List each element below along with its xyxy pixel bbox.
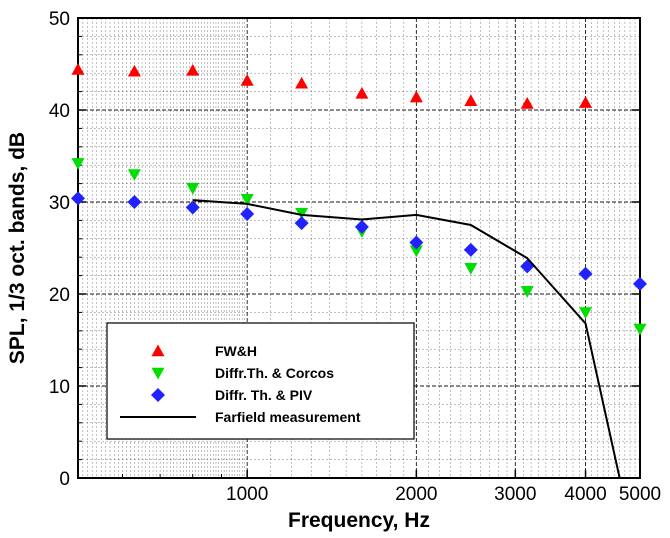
legend-box <box>106 322 415 440</box>
point-diffr-th-corcos <box>633 323 647 336</box>
point-fw-h <box>127 64 141 77</box>
point-diffr-th-corcos <box>186 183 200 195</box>
point-diffr-th-piv <box>578 266 593 281</box>
point-diffr-th-corcos <box>464 263 478 275</box>
point-fw-h <box>355 86 369 99</box>
series-diffr-th-corcos <box>71 158 647 336</box>
x-tick-label: 5000 <box>619 484 661 505</box>
y-tick-label: 20 <box>49 285 70 306</box>
y-tick-label: 0 <box>59 469 70 490</box>
point-diffr-th-piv <box>354 219 369 234</box>
plot-frame <box>77 17 641 479</box>
point-fw-h <box>71 63 85 75</box>
series-fw-h <box>71 63 593 109</box>
point-diffr-th-piv <box>185 200 200 215</box>
point-fw-h <box>579 96 593 108</box>
y-tick-label: 40 <box>49 101 70 122</box>
line-farfield-measurement <box>192 199 621 479</box>
x-tick-label: 2000 <box>395 484 437 505</box>
y-tick-label: 10 <box>49 377 70 398</box>
point-diffr-th-piv <box>240 206 255 221</box>
point-diffr-th-corcos <box>409 245 423 258</box>
y-tick-label: 30 <box>49 193 70 214</box>
legend-label-farfield-measurement: Farfield measurement <box>215 409 361 425</box>
legend: FW&H Diffr.Th. & Corcos Diffr. Th. & PIV Fa… <box>106 322 415 440</box>
series-farfield-measurement <box>192 199 621 479</box>
legend-label-diffr-th-corcos: Diffr.Th. & Corcos <box>215 365 334 381</box>
y-tick-label: 50 <box>49 9 70 30</box>
series <box>71 63 647 479</box>
point-fw-h <box>295 76 309 89</box>
point-fw-h <box>409 90 423 103</box>
x-tick-label: 3000 <box>494 484 536 505</box>
point-diffr-th-corcos <box>579 307 593 319</box>
legend-swatch-diffr-th-piv <box>151 388 165 402</box>
point-fw-h <box>240 74 254 86</box>
legend-swatch-fw-h <box>151 344 165 357</box>
point-diffr-th-piv <box>633 276 647 291</box>
x-tick-label: 4000 <box>564 484 606 505</box>
axes: 0 10 20 30 40 50 1000 2000 3000 4000 5000 <box>49 9 661 505</box>
point-diffr-th-corcos <box>71 158 85 170</box>
point-diffr-th-piv <box>127 195 142 209</box>
point-diffr-th-corcos <box>127 169 141 181</box>
point-diffr-th-piv <box>71 191 85 206</box>
point-diffr-th-corcos <box>240 194 254 206</box>
y-axis-title: SPL, 1/3 oct. bands, dB <box>6 132 29 364</box>
point-diffr-th-corcos <box>520 286 534 298</box>
legend-swatch-diffr-th-corcos <box>151 367 165 380</box>
point-diffr-th-piv <box>463 242 478 257</box>
series-diffr-th-piv <box>71 191 647 291</box>
point-diffr-th-corcos <box>295 207 309 220</box>
point-diffr-th-piv <box>520 259 535 274</box>
x-tick-label: 1000 <box>226 484 268 505</box>
x-axis-title: Frequency, Hz <box>288 509 430 532</box>
point-fw-h <box>464 94 478 106</box>
point-fw-h <box>520 97 534 109</box>
point-fw-h <box>186 63 200 76</box>
point-diffr-th-piv <box>294 216 309 231</box>
point-diffr-th-piv <box>409 235 424 250</box>
legend-label-diffr-th-piv: Diffr. Th. & PIV <box>215 387 313 403</box>
legend-label-fw-h: FW&H <box>215 343 257 359</box>
